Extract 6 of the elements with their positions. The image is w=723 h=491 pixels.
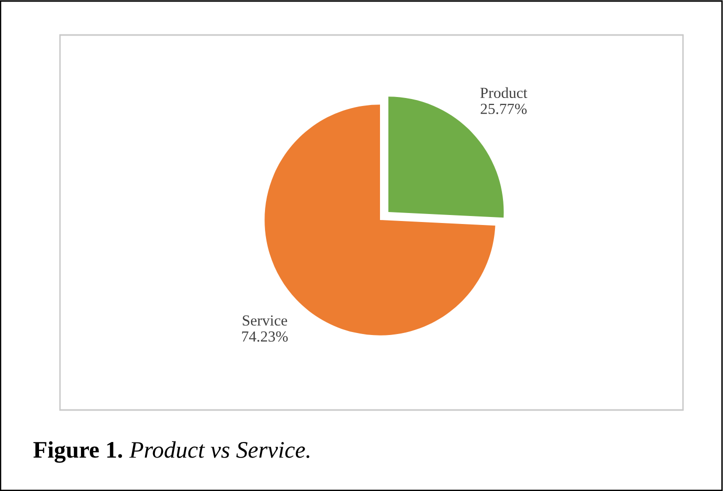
data-label: 25.77% <box>480 104 527 114</box>
slice-label: Service <box>242 315 288 326</box>
slice-label: Product <box>480 87 528 98</box>
data-label: 74.23% <box>242 331 288 342</box>
text: Product vs Service. <box>129 441 310 458</box>
caption: Figure 1. <box>33 441 122 463</box>
